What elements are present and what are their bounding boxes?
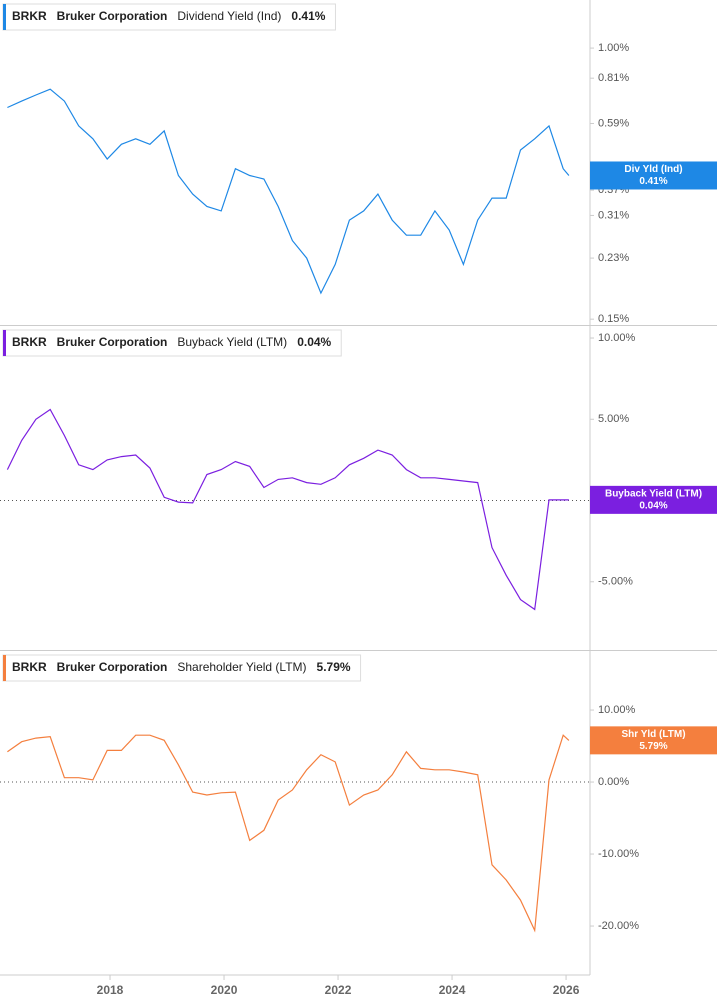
y-tick-label: 5.00% — [598, 413, 629, 425]
legend-text: Bruker Corporation — [57, 335, 168, 349]
y-tick-label: 1.00% — [598, 42, 629, 54]
series-line — [6, 408, 569, 611]
series-line — [7, 88, 570, 295]
legend-box — [2, 329, 342, 357]
latest-tag — [590, 161, 717, 190]
y-tick-label: -10.00% — [598, 848, 639, 860]
latest-tag-value: 5.79% — [639, 741, 667, 752]
latest-tag — [590, 726, 717, 755]
legend-text: BRKR — [12, 9, 47, 23]
legend: BRKR Bruker Corporation Dividend Yield (In… — [2, 3, 336, 31]
legend-text: 0.41% — [291, 9, 325, 23]
series-line — [7, 734, 570, 933]
y-tick-label: 0.81% — [598, 72, 629, 84]
legend-text: BRKR — [12, 660, 47, 674]
latest-tag-name: Div Yld (Ind) — [624, 164, 682, 175]
legend-swatch — [3, 655, 6, 681]
y-tick-label: 0.00% — [598, 776, 629, 788]
latest-tag-value: 0.41% — [639, 176, 667, 187]
legend-text: Buyback Yield (LTM) — [177, 335, 287, 349]
legend-box — [2, 3, 336, 31]
legend-text: Shareholder Yield (LTM) — [177, 660, 306, 674]
latest-tag-name: Shr Yld (LTM) — [621, 729, 685, 740]
legend-text: Dividend Yield (Ind) — [177, 9, 281, 23]
y-tick-label: -20.00% — [598, 920, 639, 932]
legend: BRKR Bruker Corporation Buyback Yield (LTM… — [2, 329, 342, 357]
y-tick-label: 10.00% — [598, 332, 636, 344]
legend-text: Bruker Corporation — [57, 660, 168, 674]
latest-tag-name: Buyback Yield (LTM) — [605, 489, 702, 500]
x-tick-label: 2018 — [97, 983, 124, 997]
legend-text: 0.04% — [297, 335, 331, 349]
y-tick-label: 0.15% — [598, 313, 629, 325]
x-tick-label: 2022 — [325, 983, 352, 997]
x-tick-label: 2024 — [439, 983, 466, 997]
y-tick-label: 0.31% — [598, 209, 629, 221]
x-tick-label: 2026 — [553, 983, 580, 997]
latest-tag-value: 0.04% — [639, 501, 667, 512]
y-tick-label: 0.59% — [598, 117, 629, 129]
y-tick-label: 0.23% — [598, 252, 629, 264]
legend-swatch — [3, 330, 6, 356]
latest-tag — [590, 485, 717, 514]
x-tick-label: 2020 — [211, 983, 238, 997]
legend-text: Bruker Corporation — [57, 9, 168, 23]
legend-text: 5.79% — [317, 660, 351, 674]
legend: BRKR Bruker Corporation Shareholder Yield … — [2, 654, 362, 682]
y-tick-label: -5.00% — [598, 576, 633, 588]
legend-box — [2, 654, 362, 682]
legend-text: BRKR — [12, 335, 47, 349]
legend-swatch — [3, 4, 6, 30]
y-tick-label: 10.00% — [598, 704, 636, 716]
